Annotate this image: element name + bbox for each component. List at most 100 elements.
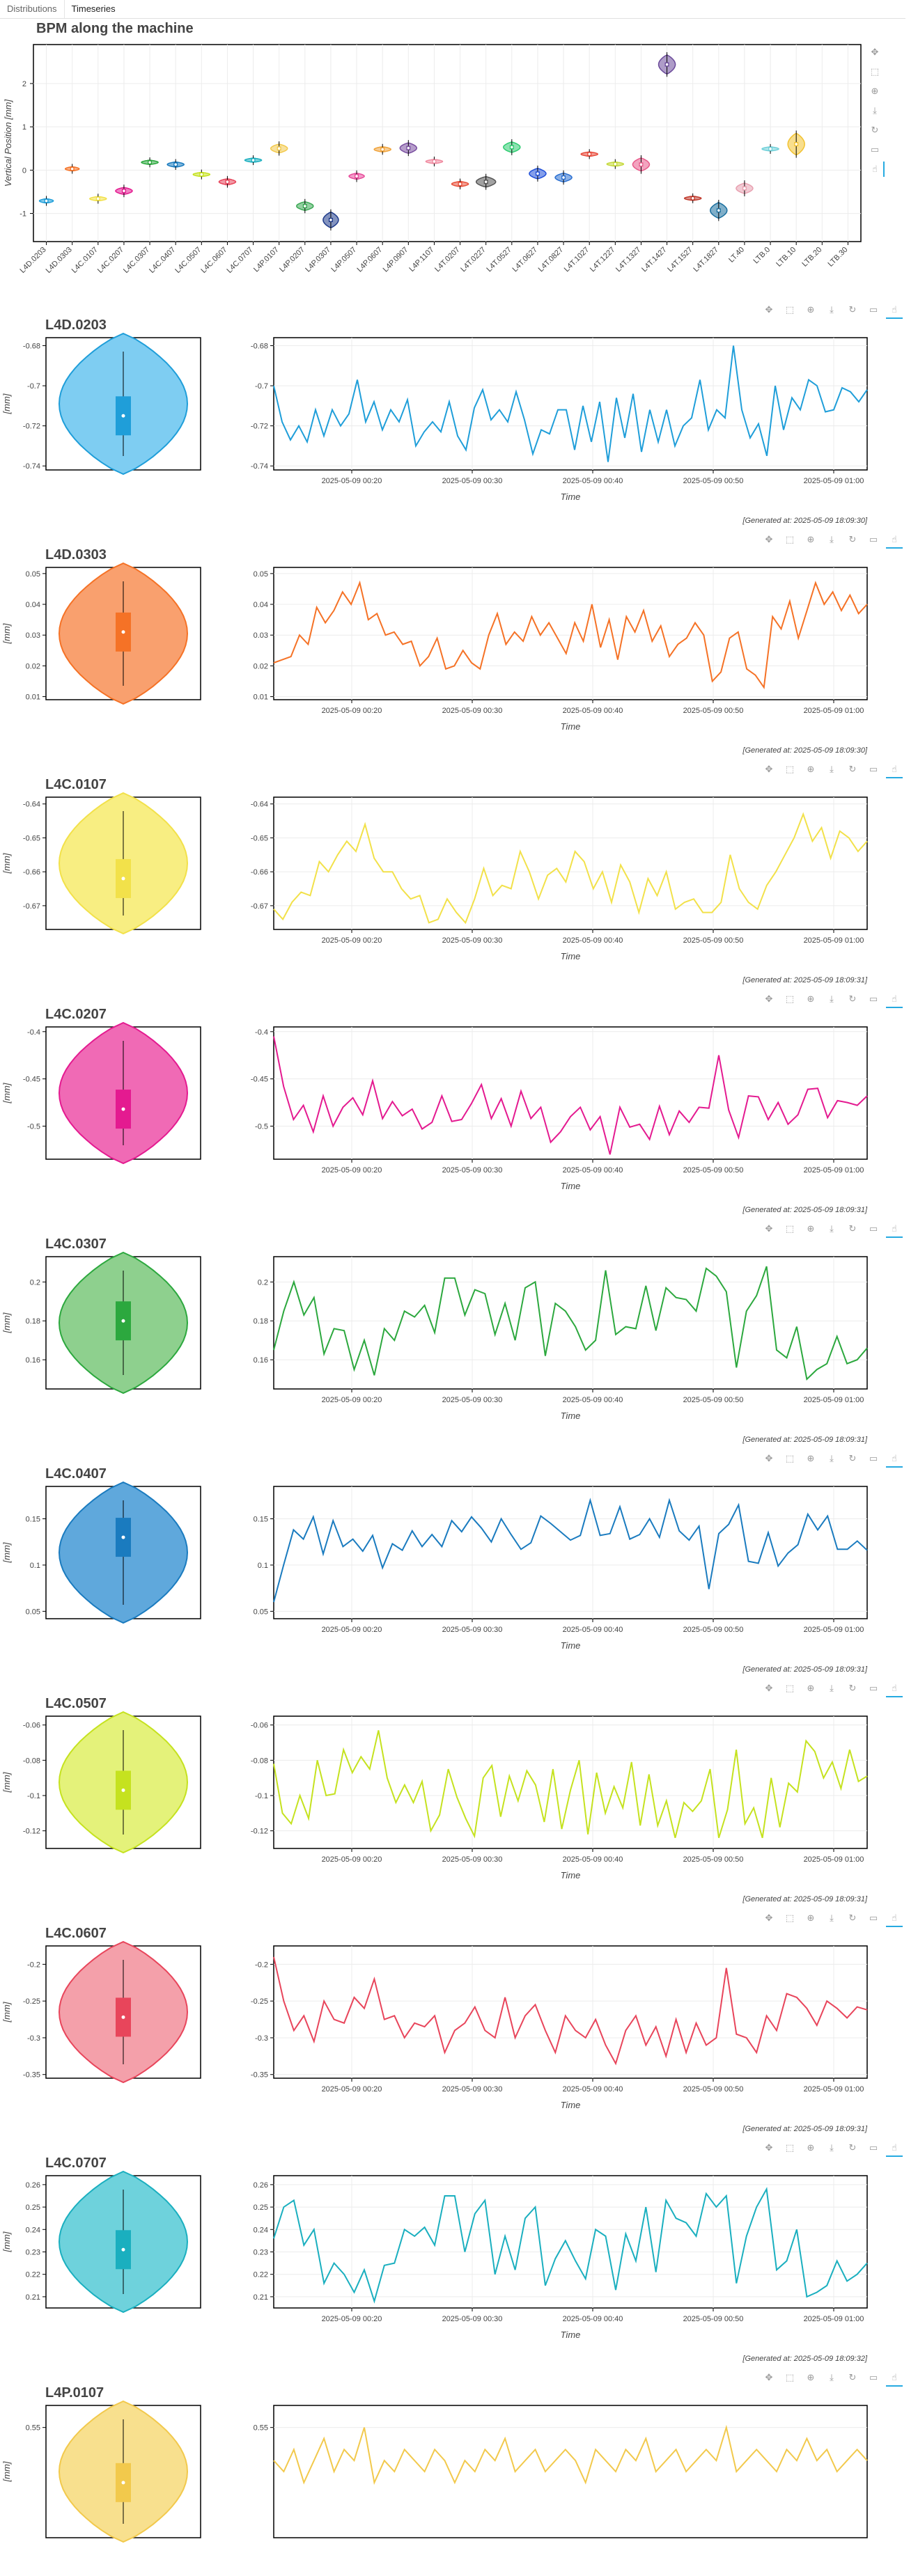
timeseries-line[interactable] <box>273 1036 868 1155</box>
median-dot <box>769 148 772 150</box>
reset-icon[interactable]: ↻ <box>848 304 857 315</box>
box-zoom-icon[interactable]: ⬚ <box>785 2142 795 2153</box>
pan-icon[interactable]: ✥ <box>765 994 773 1004</box>
box-zoom-icon[interactable]: ⬚ <box>870 66 880 77</box>
hover-icon[interactable]: ▭ <box>870 144 880 155</box>
hover-icon[interactable]: ▭ <box>869 1683 878 1693</box>
reset-icon[interactable]: ↻ <box>848 1913 857 1923</box>
tap-icon[interactable]: ☝ <box>886 1451 903 1468</box>
tab-timeseries[interactable]: Timeseries <box>71 3 116 14</box>
pan-icon[interactable]: ✥ <box>765 1913 773 1923</box>
box-zoom-icon[interactable]: ⬚ <box>785 1683 795 1693</box>
tap-icon[interactable]: ☝ <box>886 1221 903 1238</box>
hover-icon[interactable]: ▭ <box>869 2372 878 2382</box>
save-icon[interactable]: ⤓ <box>830 764 834 774</box>
reset-icon[interactable]: ↻ <box>848 764 857 774</box>
box-zoom-icon[interactable]: ⬚ <box>785 304 795 315</box>
reset-icon[interactable]: ↻ <box>871 125 879 135</box>
wheel-zoom-icon[interactable]: ⊕ <box>807 534 815 544</box>
wheel-zoom-icon[interactable]: ⊕ <box>807 304 815 315</box>
pan-icon[interactable]: ✥ <box>765 534 773 544</box>
tap-icon[interactable]: ☝ <box>886 2140 903 2157</box>
save-icon[interactable]: ⤓ <box>830 2142 834 2153</box>
box-zoom-icon[interactable]: ⬚ <box>785 1453 795 1463</box>
save-icon[interactable]: ⤓ <box>830 2372 834 2382</box>
save-icon[interactable]: ⤓ <box>830 1913 834 1923</box>
bpm-section-chart[interactable]: -0.74 -0.72 -0.7 -0.68 [mm] -0.74 -0.72 -0.7 -0.… <box>0 332 868 508</box>
hover-icon[interactable]: ▭ <box>869 764 878 774</box>
pan-icon[interactable]: ✥ <box>765 1223 773 1234</box>
save-icon[interactable]: ⤓ <box>830 1683 834 1693</box>
save-icon[interactable]: ⤓ <box>830 1453 834 1463</box>
pan-icon[interactable]: ✥ <box>871 47 879 57</box>
wheel-zoom-icon[interactable]: ⊕ <box>807 994 815 1004</box>
reset-icon[interactable]: ↻ <box>848 994 857 1004</box>
bpm-section-chart[interactable]: 0.01 0.02 0.03 0.04 0.05 [mm] 0.01 0.02 0.03 0.04… <box>0 562 868 738</box>
tab-distributions[interactable]: Distributions <box>0 0 65 18</box>
tap-icon[interactable]: ☝ <box>886 532 903 549</box>
timeseries-line[interactable] <box>273 1730 868 1839</box>
wheel-zoom-icon[interactable]: ⊕ <box>871 86 879 96</box>
pan-icon[interactable]: ✥ <box>765 1453 773 1463</box>
bpm-section-chart[interactable]: 0.05 0.1 0.15 [mm] 0.05 0.1 0.15 2025-05-09 00:… <box>0 1481 868 1657</box>
wheel-zoom-icon[interactable]: ⊕ <box>807 1683 815 1693</box>
box-zoom-icon[interactable]: ⬚ <box>785 994 795 1004</box>
reset-icon[interactable]: ↻ <box>848 534 857 544</box>
hover-icon[interactable]: ▭ <box>869 534 878 544</box>
hover-icon[interactable]: ▭ <box>869 994 878 1004</box>
bpm-section-chart[interactable]: 0.55 [mm] 0.55 <box>0 2400 868 2576</box>
reset-icon[interactable]: ↻ <box>848 1683 857 1693</box>
hover-icon[interactable]: ▭ <box>869 1453 878 1463</box>
hover-icon[interactable]: ▭ <box>869 1913 878 1923</box>
reset-icon[interactable]: ↻ <box>848 1223 857 1234</box>
bpm-section-chart[interactable]: -0.12 -0.1 -0.08 -0.06 [mm] -0.12 -0.1 -0.08 -0.… <box>0 1711 868 1887</box>
bpm-section-chart[interactable]: -0.67 -0.66 -0.65 -0.64 [mm] -0.67 -0.66 -0.65 -… <box>0 792 868 968</box>
timeseries-line[interactable] <box>273 1266 868 1381</box>
reset-icon[interactable]: ↻ <box>848 1453 857 1463</box>
hover-icon[interactable]: ▭ <box>869 304 878 315</box>
box-zoom-icon[interactable]: ⬚ <box>785 534 795 544</box>
hover-icon[interactable]: ▭ <box>869 2142 878 2153</box>
tap-icon[interactable]: ☝ <box>866 162 885 177</box>
save-icon[interactable]: ⤓ <box>830 1223 834 1234</box>
wheel-zoom-icon[interactable]: ⊕ <box>807 1453 815 1463</box>
wheel-zoom-icon[interactable]: ⊕ <box>807 1223 815 1234</box>
timeseries-line[interactable] <box>273 345 868 462</box>
bpm-section-chart[interactable]: -0.35 -0.3 -0.25 -0.2 [mm] -0.35 -0.3 -0.25 -0.2… <box>0 1940 868 2116</box>
pan-icon[interactable]: ✥ <box>765 764 773 774</box>
bpm-section-chart[interactable]: 0.21 0.22 0.23 0.24 0.25 0.26 [mm] 0.21 0.22 0.23… <box>0 2170 868 2346</box>
wheel-zoom-icon[interactable]: ⊕ <box>807 2142 815 2153</box>
pan-icon[interactable]: ✥ <box>765 2372 773 2382</box>
timeseries-line[interactable] <box>273 1498 868 1603</box>
wheel-zoom-icon[interactable]: ⊕ <box>807 764 815 774</box>
box-zoom-icon[interactable]: ⬚ <box>785 764 795 774</box>
save-icon[interactable]: ⤓ <box>830 534 834 544</box>
bpm-violin-chart[interactable]: -1 0 1 2 Vertical Position [mm] L4D.0203L4D.0… <box>0 38 867 317</box>
tap-icon[interactable]: ☝ <box>886 2370 903 2387</box>
pan-icon[interactable]: ✥ <box>765 2142 773 2153</box>
timeseries-line[interactable] <box>273 2187 868 2304</box>
pan-icon[interactable]: ✥ <box>765 1683 773 1693</box>
tap-icon[interactable]: ☝ <box>886 991 903 1008</box>
wheel-zoom-icon[interactable]: ⊕ <box>807 1913 815 1923</box>
timeseries-line[interactable] <box>273 812 868 925</box>
reset-icon[interactable]: ↻ <box>848 2142 857 2153</box>
box-zoom-icon[interactable]: ⬚ <box>785 1223 795 1234</box>
pan-icon[interactable]: ✥ <box>765 304 773 315</box>
hover-icon[interactable]: ▭ <box>869 1223 878 1234</box>
box-zoom-icon[interactable]: ⬚ <box>785 1913 795 1923</box>
save-icon[interactable]: ⤓ <box>830 994 834 1004</box>
save-icon[interactable]: ⤓ <box>873 105 877 116</box>
tap-icon[interactable]: ☝ <box>886 302 903 319</box>
wheel-zoom-icon[interactable]: ⊕ <box>807 2372 815 2382</box>
tap-icon[interactable]: ☝ <box>886 762 903 778</box>
tap-icon[interactable]: ☝ <box>886 1681 903 1697</box>
box-zoom-icon[interactable]: ⬚ <box>785 2372 795 2382</box>
reset-icon[interactable]: ↻ <box>848 2372 857 2382</box>
bpm-section-chart[interactable]: 0.16 0.18 0.2 [mm] 0.16 0.18 0.2 2025-05-09 00:… <box>0 1251 868 1427</box>
timeseries-line[interactable] <box>273 1956 868 2066</box>
tap-icon[interactable]: ☝ <box>886 1910 903 1927</box>
timeseries-line[interactable] <box>273 580 868 690</box>
bpm-section-chart[interactable]: -0.5 -0.45 -0.4 [mm] -0.5 -0.45 -0.4 2025-05-09… <box>0 1021 868 1197</box>
save-icon[interactable]: ⤓ <box>830 304 834 315</box>
